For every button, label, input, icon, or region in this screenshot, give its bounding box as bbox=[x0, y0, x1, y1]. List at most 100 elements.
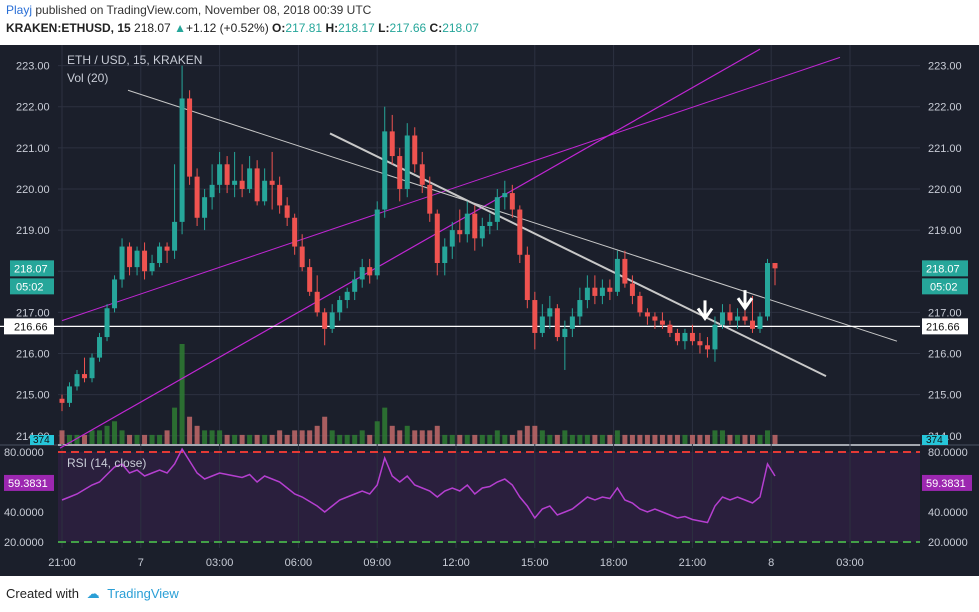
volume-bar bbox=[464, 434, 470, 444]
rsi-value-right: 59.3831 bbox=[926, 478, 966, 490]
candle-body bbox=[667, 324, 673, 333]
rsi-value-tag-right bbox=[922, 474, 972, 491]
y-tick-right: 222.00 bbox=[928, 102, 962, 114]
candle-body bbox=[719, 312, 725, 325]
candle-body bbox=[704, 345, 710, 350]
candle-body bbox=[442, 246, 448, 264]
volume-bar bbox=[359, 430, 365, 444]
volume-bar bbox=[697, 434, 703, 444]
volume-bar bbox=[367, 434, 373, 444]
volume-bar bbox=[142, 434, 148, 444]
candle-body bbox=[577, 300, 583, 317]
candle-body bbox=[412, 135, 418, 165]
volume-bar bbox=[457, 434, 463, 444]
volume-label: Vol (20) bbox=[67, 71, 108, 85]
volume-bar bbox=[104, 425, 110, 444]
candle-body bbox=[457, 230, 463, 235]
candle-body bbox=[209, 184, 215, 198]
candle-body bbox=[142, 250, 148, 272]
volume-value-right: 374 bbox=[926, 435, 943, 446]
rsi-label: RSI (14, close) bbox=[67, 456, 146, 470]
volume-tag-right bbox=[922, 435, 948, 445]
volume-bar bbox=[532, 425, 538, 444]
volume-bar bbox=[299, 430, 305, 444]
down-arrow-annotation bbox=[696, 300, 714, 322]
volume-bar bbox=[59, 430, 65, 444]
candle-body bbox=[104, 308, 110, 338]
close-value: 218.07 bbox=[442, 21, 479, 35]
candle-body bbox=[164, 246, 170, 251]
up-arrow-icon: ▲ bbox=[174, 21, 186, 35]
candle-body bbox=[644, 312, 650, 317]
candle-body bbox=[74, 374, 80, 387]
y-tick-right: 216.00 bbox=[928, 349, 962, 361]
volume-bar bbox=[187, 416, 193, 444]
candle-body bbox=[584, 287, 590, 301]
candle-body bbox=[179, 98, 185, 222]
candle-body bbox=[509, 193, 515, 210]
rsi-tick-right: 80.0000 bbox=[928, 447, 968, 459]
volume-bar bbox=[322, 416, 328, 444]
candle-body bbox=[682, 332, 688, 342]
y-tick-right: 219.00 bbox=[928, 225, 962, 237]
candle-body bbox=[254, 168, 260, 202]
y-tick-left: 215.00 bbox=[16, 390, 50, 402]
volume-bar bbox=[404, 425, 410, 444]
y-tick-left: 219.00 bbox=[16, 225, 50, 237]
candle-body bbox=[269, 180, 275, 185]
price-pane bbox=[58, 45, 920, 444]
volume-bar bbox=[157, 434, 163, 444]
y-tick-left: 223.00 bbox=[16, 61, 50, 73]
volume-bar bbox=[149, 434, 155, 444]
trendline-white-short bbox=[329, 132, 827, 378]
countdown-tag-left bbox=[10, 278, 54, 295]
volume-bar bbox=[659, 434, 665, 444]
candle-body bbox=[397, 156, 403, 189]
candle-body bbox=[532, 300, 538, 333]
rsi-band bbox=[58, 452, 920, 542]
volume-bar bbox=[719, 430, 725, 444]
volume-bar bbox=[209, 430, 215, 444]
candle-body bbox=[614, 258, 620, 292]
publish-line: Playj published on TradingView.com, Nove… bbox=[6, 3, 371, 17]
volume-bar bbox=[599, 434, 605, 444]
candle-body bbox=[554, 308, 560, 338]
volume-bar bbox=[374, 421, 380, 444]
volume-bar bbox=[622, 434, 628, 444]
rsi-tick-left: 80.0000 bbox=[4, 447, 44, 459]
candle-body bbox=[307, 267, 313, 292]
volume-bar bbox=[217, 430, 223, 444]
tradingview-link[interactable]: TradingView bbox=[107, 586, 179, 601]
low-value: 217.66 bbox=[389, 21, 427, 35]
candle-body bbox=[727, 312, 733, 321]
candle-body bbox=[82, 374, 88, 379]
candle-body bbox=[232, 180, 238, 185]
tradingview-logo-icon[interactable]: ☁ bbox=[86, 586, 100, 601]
volume-bar bbox=[127, 434, 133, 444]
candle-body bbox=[569, 316, 575, 329]
open-value: 217.81 bbox=[285, 21, 323, 35]
candle-body bbox=[202, 197, 208, 218]
candle-body bbox=[757, 316, 763, 329]
volume-bar bbox=[472, 434, 478, 444]
footer: Created with ☁ TradingView bbox=[6, 586, 179, 602]
volume-bar bbox=[97, 430, 103, 444]
y-tick-right: 223.00 bbox=[928, 61, 962, 73]
candle-body bbox=[119, 246, 125, 280]
volume-bar bbox=[502, 434, 508, 444]
rsi-tick-left: 20.0000 bbox=[4, 537, 44, 549]
candle-body bbox=[389, 131, 395, 157]
x-tick-label: 06:00 bbox=[285, 557, 313, 569]
volume-bar bbox=[764, 430, 770, 444]
author-link[interactable]: Playj bbox=[6, 3, 33, 17]
volume-bar bbox=[397, 430, 403, 444]
candle-body bbox=[134, 250, 140, 268]
candle-body bbox=[59, 398, 65, 403]
volume-bar bbox=[389, 425, 395, 444]
x-tick-label: 12:00 bbox=[442, 557, 470, 569]
candle-body bbox=[239, 180, 245, 189]
candle-body bbox=[314, 291, 320, 313]
volume-bar bbox=[134, 434, 140, 444]
rsi-line bbox=[61, 447, 776, 524]
